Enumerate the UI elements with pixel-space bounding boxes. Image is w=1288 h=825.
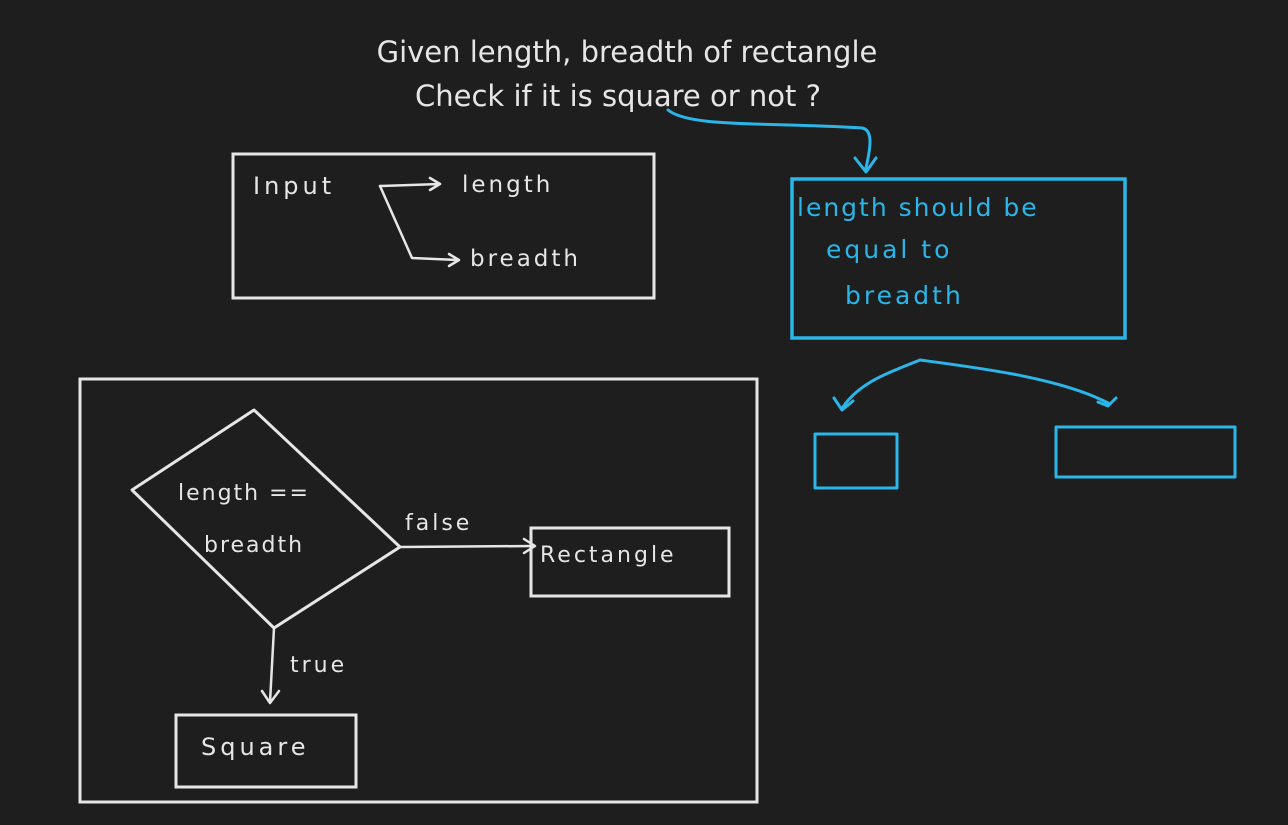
rectangle-result-box	[529, 526, 731, 598]
true-label: true	[290, 653, 347, 678]
curve-arrow-line	[666, 108, 872, 170]
branch-sketch	[813, 358, 1237, 490]
true-arrow-line	[268, 626, 276, 704]
problem-line-1: Given length, breadth of rectangle	[377, 35, 878, 69]
output-length: length	[462, 172, 553, 198]
flowchart-border	[78, 377, 759, 804]
output-breadth: breadth	[470, 246, 581, 272]
condition-note: length should be equal to breadth	[790, 177, 1127, 340]
branch-right-line	[918, 358, 1110, 405]
condition-note-border	[790, 177, 1127, 340]
branch-left-box	[813, 432, 899, 490]
input-label: Input	[253, 172, 335, 200]
branch-right-head	[1096, 396, 1118, 408]
branch-left-head	[832, 396, 855, 412]
false-arrow-line	[398, 544, 536, 549]
problem-line-2: Check if it is square or not ?	[415, 79, 821, 113]
condition-line-2: equal to	[826, 235, 952, 264]
false-arrow-head	[522, 537, 537, 555]
flowchart: length == breadth false Rectangle true S…	[78, 377, 759, 804]
arrow-to-breadth-head	[447, 252, 461, 268]
true-arrow-head	[260, 689, 281, 705]
branch-right-box	[1054, 425, 1237, 479]
arrow-to-length-head	[428, 176, 442, 192]
problem-statement: Given length, breadth of rectangle Check…	[377, 35, 878, 113]
curve-arrow-head	[853, 156, 878, 174]
rectangle-result-label: Rectangle	[540, 543, 677, 568]
decision-line-2: breadth	[204, 533, 304, 558]
condition-line-1: length should be	[797, 193, 1039, 222]
branch-left-line	[841, 358, 922, 409]
square-result-box	[174, 713, 358, 789]
condition-line-3: breadth	[845, 281, 964, 310]
decision-line-1: length ==	[178, 481, 310, 506]
arrow-to-length	[378, 182, 442, 188]
problem-to-condition-arrow	[666, 108, 878, 174]
square-result-label: Square	[201, 733, 310, 761]
input-arrows	[378, 176, 461, 268]
false-label: false	[405, 511, 472, 536]
arrow-to-breadth	[378, 184, 460, 262]
input-box: Input length breadth	[231, 152, 656, 300]
true-arrow	[260, 626, 281, 705]
input-box-border	[231, 152, 656, 300]
false-arrow	[398, 537, 537, 555]
